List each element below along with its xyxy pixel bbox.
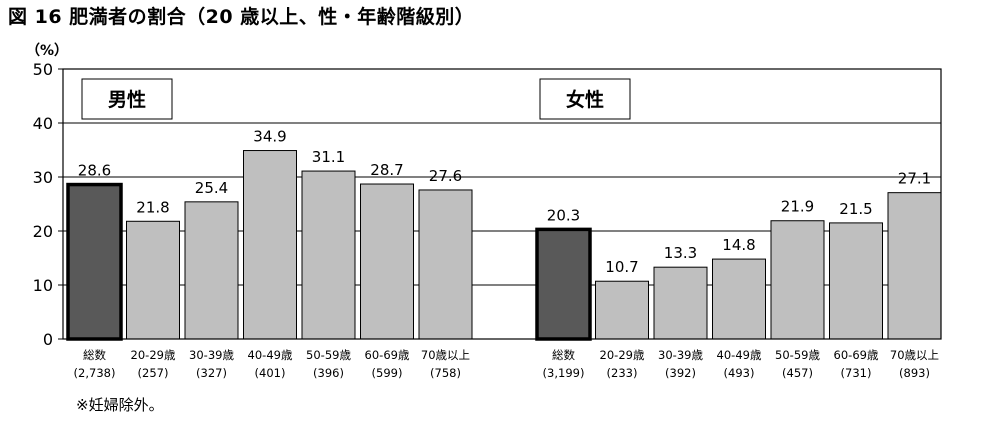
category-label: 50-59歳 bbox=[775, 348, 820, 362]
category-count-label: (392) bbox=[665, 366, 696, 380]
bar-value-label: 21.9 bbox=[781, 198, 814, 216]
bar-age-group bbox=[243, 150, 297, 340]
category-labels: 総数 (2,738) 20-29歳 (257) 30-39歳 (327) 40-49歳 (40… bbox=[74, 348, 940, 380]
category-count-label: (457) bbox=[782, 366, 813, 380]
bar-value-label: 28.7 bbox=[370, 161, 403, 179]
bar-age-group bbox=[360, 183, 414, 340]
category-count-label: (493) bbox=[724, 366, 755, 380]
category-label: 30-39歳 bbox=[189, 348, 234, 362]
bar-age-group bbox=[184, 201, 239, 340]
bar-value-label: 34.9 bbox=[253, 128, 286, 146]
bar-age-group bbox=[418, 189, 473, 340]
y-tick-label: 30 bbox=[33, 168, 53, 187]
y-tick-label: 0 bbox=[43, 330, 53, 349]
category-label: 50-59歳 bbox=[306, 348, 351, 362]
bar-value-label: 20.3 bbox=[547, 206, 580, 224]
bar-age-group bbox=[301, 170, 356, 340]
group-label-box bbox=[539, 78, 631, 120]
bar-age-group bbox=[770, 220, 825, 340]
category-count-label: (401) bbox=[255, 366, 286, 380]
category-count-label: (396) bbox=[313, 366, 344, 380]
bar-value-label: 25.4 bbox=[195, 179, 228, 197]
y-axis-unit-label: （%） bbox=[26, 43, 69, 59]
category-label: 70歳以上 bbox=[890, 348, 939, 362]
bar-value-label: 21.5 bbox=[839, 200, 872, 218]
bar-value-label: 14.8 bbox=[722, 236, 755, 254]
data-labels: 28.6 21.8 25.4 34.9 31.1 28.7 27.6 20.3 10.7 13.3… bbox=[78, 128, 931, 277]
category-label: 40-49歳 bbox=[717, 348, 762, 362]
category-count-label: (893) bbox=[899, 366, 930, 380]
group-label: 女性 bbox=[566, 88, 604, 111]
category-count-label: (233) bbox=[607, 366, 638, 380]
bar-age-group bbox=[595, 280, 649, 340]
y-tick-label: 40 bbox=[33, 114, 53, 133]
bar-value-label: 28.6 bbox=[78, 162, 111, 180]
y-tick-label: 50 bbox=[33, 60, 53, 79]
category-count-label: (758) bbox=[430, 366, 461, 380]
group-label: 男性 bbox=[108, 88, 146, 111]
category-label: 40-49歳 bbox=[248, 348, 293, 362]
category-count-label: (257) bbox=[138, 366, 169, 380]
bars bbox=[66, 150, 942, 341]
bar-value-label: 31.1 bbox=[312, 148, 345, 166]
category-count-label: (327) bbox=[196, 366, 227, 380]
category-count-label: (2,738) bbox=[74, 366, 116, 380]
category-count-label: (599) bbox=[372, 366, 403, 380]
plot-border bbox=[62, 68, 942, 340]
bar-value-label: 13.3 bbox=[664, 244, 697, 262]
bar-age-group bbox=[653, 266, 708, 340]
bar-age-group bbox=[126, 220, 180, 340]
category-label: 総数 bbox=[83, 348, 106, 362]
bar-age-group bbox=[712, 258, 766, 340]
category-label: 20-29歳 bbox=[600, 348, 645, 362]
bar-value-label: 21.8 bbox=[136, 198, 169, 216]
bar-total bbox=[66, 182, 123, 341]
bar-age-group bbox=[829, 222, 883, 340]
category-label: 20-29歳 bbox=[131, 348, 176, 362]
bar-value-label: 10.7 bbox=[605, 258, 638, 276]
category-count-label: (731) bbox=[841, 366, 872, 380]
plot-frame bbox=[62, 68, 942, 340]
group-labels: 男性 女性 bbox=[81, 78, 631, 120]
bar-value-label: 27.1 bbox=[898, 170, 931, 188]
category-label: 70歳以上 bbox=[421, 348, 470, 362]
figure-title: 図 16 肥満者の割合（20 歳以上、性・年齢階級別） bbox=[8, 6, 475, 28]
y-tick-label: 10 bbox=[33, 276, 53, 295]
footnote: ※妊婦除外。 bbox=[76, 396, 164, 414]
category-count-label: (3,199) bbox=[543, 366, 585, 380]
group-label-box bbox=[81, 78, 173, 120]
category-label: 総数 bbox=[552, 348, 575, 362]
category-label: 60-69歳 bbox=[365, 348, 410, 362]
y-axis-ticks: 0 10 20 30 40 50 bbox=[33, 60, 63, 349]
category-label: 60-69歳 bbox=[834, 348, 879, 362]
bar-total bbox=[535, 227, 592, 341]
bar-age-group bbox=[887, 192, 942, 340]
category-label: 30-39歳 bbox=[658, 348, 703, 362]
y-tick-label: 20 bbox=[33, 222, 53, 241]
bar-value-label: 27.6 bbox=[429, 167, 462, 185]
